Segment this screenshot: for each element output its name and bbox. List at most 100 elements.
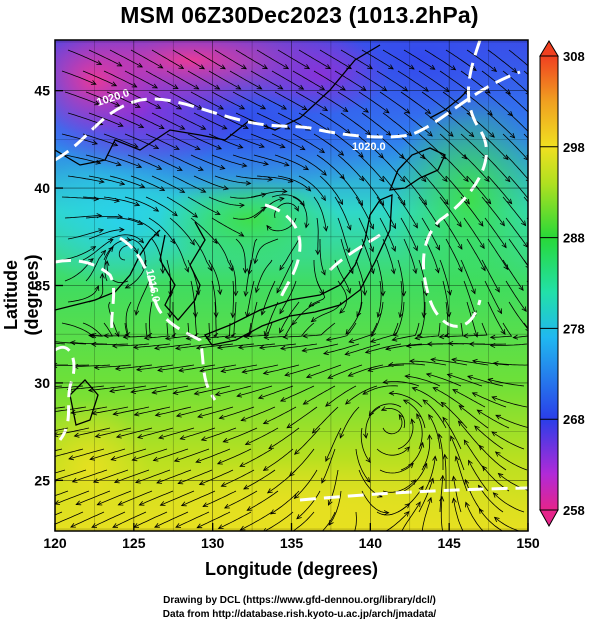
streamline bbox=[67, 385, 105, 390]
streamline bbox=[401, 501, 421, 531]
streamline bbox=[253, 91, 287, 110]
streamline bbox=[484, 280, 502, 314]
streamline-arrow bbox=[32, 545, 37, 549]
streamline bbox=[451, 359, 489, 366]
streamline bbox=[279, 301, 300, 333]
streamline bbox=[109, 175, 145, 188]
streamline bbox=[379, 463, 414, 474]
streamline bbox=[187, 196, 221, 215]
streamline bbox=[505, 217, 528, 248]
streamline bbox=[125, 301, 132, 336]
streamline-arrow bbox=[415, 501, 421, 508]
streamline-arrow bbox=[260, 309, 266, 316]
streamline-arrow bbox=[468, 131, 475, 138]
streamline-arrow bbox=[485, 198, 492, 205]
streamline bbox=[103, 70, 137, 88]
streamline-arrow bbox=[364, 349, 371, 354]
streamline-arrow bbox=[418, 485, 424, 492]
streamline bbox=[368, 364, 405, 372]
streamline-arrow bbox=[456, 221, 462, 228]
streamline-arrow bbox=[175, 412, 182, 418]
streamline bbox=[248, 238, 258, 275]
streamline-arrow bbox=[325, 456, 330, 462]
streamline bbox=[55, 448, 84, 457]
streamline-arrow bbox=[195, 289, 201, 296]
streamline bbox=[154, 511, 189, 528]
streamline bbox=[276, 259, 294, 293]
streamline-arrow bbox=[48, 455, 53, 459]
streamline bbox=[508, 112, 528, 132]
streamline bbox=[193, 175, 229, 190]
streamline-arrow bbox=[90, 246, 97, 252]
streamline bbox=[316, 91, 348, 112]
streamline-arrow bbox=[346, 288, 352, 294]
streamline bbox=[294, 427, 321, 455]
streamline-arrow bbox=[305, 186, 312, 192]
streamline bbox=[148, 217, 175, 244]
streamline bbox=[250, 70, 283, 90]
streamline-arrow bbox=[452, 389, 459, 394]
streamline bbox=[409, 360, 447, 366]
streamline-arrow bbox=[214, 210, 221, 215]
streamline bbox=[403, 175, 427, 205]
streamline-arrow bbox=[494, 286, 500, 293]
streamline-arrow bbox=[111, 343, 118, 349]
streamline bbox=[382, 175, 406, 206]
streamline-arrow bbox=[117, 500, 124, 506]
streamline bbox=[152, 385, 189, 394]
streamline-arrow bbox=[220, 368, 227, 374]
streamline bbox=[67, 285, 99, 303]
streamline-arrow bbox=[195, 458, 202, 463]
isobar-contours bbox=[55, 40, 528, 502]
streamline bbox=[308, 280, 326, 307]
streamline bbox=[303, 385, 336, 405]
streamline-arrow bbox=[153, 144, 160, 149]
streamline-arrow bbox=[345, 247, 351, 254]
streamline bbox=[416, 413, 423, 450]
streamline bbox=[360, 427, 371, 463]
streamline bbox=[106, 154, 142, 168]
streamline bbox=[348, 322, 378, 343]
streamline-arrow bbox=[138, 237, 145, 244]
streamline-arrow bbox=[421, 312, 427, 319]
streamline bbox=[323, 343, 360, 355]
streamline-arrow bbox=[159, 501, 166, 506]
streamline bbox=[67, 175, 104, 183]
streamline bbox=[422, 399, 447, 429]
streamline-arrow bbox=[413, 245, 418, 252]
streamline bbox=[368, 403, 402, 416]
streamline-arrow bbox=[345, 540, 350, 545]
streamline bbox=[133, 343, 171, 348]
streamline bbox=[370, 322, 399, 343]
streamline bbox=[158, 427, 195, 439]
credit-drawing: Drawing by DCL (https://www.gfd-dennou.o… bbox=[163, 595, 436, 606]
streamline bbox=[85, 216, 123, 219]
streamline bbox=[235, 175, 273, 180]
streamline-arrow bbox=[146, 332, 153, 338]
streamline-arrow bbox=[96, 500, 103, 506]
streamline bbox=[334, 259, 351, 294]
streamline bbox=[61, 133, 98, 145]
contour-label: 1020.0 bbox=[352, 141, 386, 153]
streamline-arrow bbox=[286, 423, 293, 429]
streamline-arrow bbox=[199, 64, 206, 70]
streamline bbox=[130, 49, 163, 69]
streamline-arrow bbox=[109, 388, 115, 394]
streamline bbox=[289, 448, 315, 477]
colorbar-tick-label: 308 bbox=[563, 49, 585, 64]
streamline bbox=[424, 238, 439, 273]
streamline-arrow bbox=[363, 433, 369, 439]
streamline-arrow bbox=[443, 333, 450, 339]
streamline-arrow bbox=[200, 187, 207, 193]
streamline bbox=[190, 91, 224, 110]
streamline-arrow bbox=[509, 132, 516, 139]
streamline-arrow bbox=[387, 361, 394, 367]
streamline bbox=[268, 427, 300, 449]
streamline-arrow bbox=[196, 523, 203, 529]
streamline bbox=[176, 406, 213, 417]
streamline-arrow bbox=[91, 410, 98, 416]
streamline bbox=[221, 364, 258, 372]
streamline bbox=[466, 49, 497, 72]
streamline-arrow bbox=[263, 330, 269, 337]
streamline-arrow bbox=[491, 66, 498, 72]
